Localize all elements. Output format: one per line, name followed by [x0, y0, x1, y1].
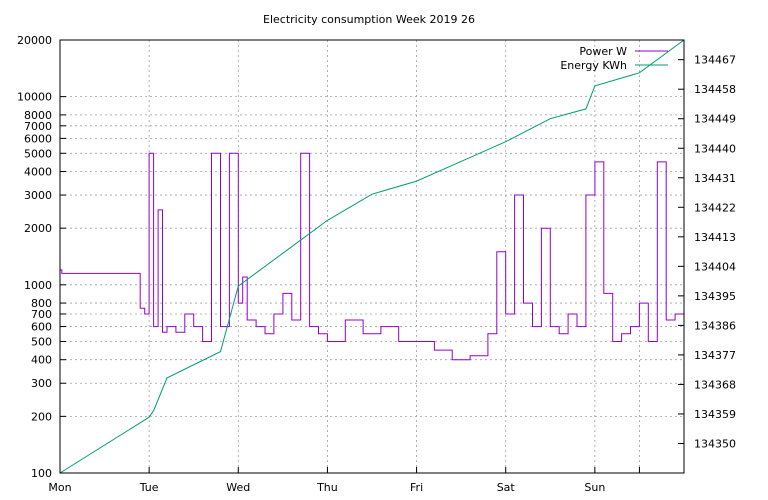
- left-tick-label: 500: [31, 335, 52, 348]
- left-tick-label: 4000: [24, 166, 52, 179]
- left-tick-label: 7000: [24, 120, 52, 133]
- left-tick-label: 5000: [24, 147, 52, 160]
- x-tick-label: Sun: [584, 481, 605, 494]
- right-tick-label: 134413: [694, 231, 736, 244]
- right-axis: 134350 134359 134368 134377 134386 134395 1344…: [678, 54, 736, 450]
- left-tick-label: 20000: [17, 34, 52, 47]
- right-tick-label: 134458: [694, 83, 736, 96]
- right-tick-label: 134350: [694, 437, 736, 450]
- left-tick-label: 600: [31, 321, 52, 334]
- right-tick-label: 134431: [694, 172, 736, 185]
- series-layer: [59, 39, 685, 474]
- right-tick-label: 134377: [694, 349, 736, 362]
- right-tick-label: 134467: [694, 54, 736, 67]
- left-tick-label: 100: [31, 467, 52, 480]
- x-tick-label: Sat: [497, 481, 516, 494]
- legend-label: Power W: [579, 45, 627, 58]
- left-tick-label: 1000: [24, 279, 52, 292]
- left-tick-label: 200: [31, 410, 52, 423]
- right-tick-label: 134368: [694, 378, 736, 391]
- left-tick-label: 10000: [17, 91, 52, 104]
- left-tick-label: 800: [31, 297, 52, 310]
- right-tick-label: 134395: [694, 290, 736, 303]
- plot-border: [59, 39, 685, 474]
- right-tick-label: 134386: [694, 319, 736, 332]
- right-tick-label: 134440: [694, 142, 736, 155]
- x-tick-label: Fri: [410, 481, 423, 494]
- x-axis: Mon Tue Wed Thu Fri Sat Sun: [48, 467, 640, 494]
- series-line-1: [59, 39, 685, 474]
- left-tick-label: 8000: [24, 109, 52, 122]
- chart-title: Electricity consumption Week 2019 26: [263, 13, 475, 26]
- right-tick-label: 134449: [694, 113, 736, 126]
- left-tick-label: 300: [31, 377, 52, 390]
- x-tick-label: Tue: [139, 481, 159, 494]
- left-tick-label: 400: [31, 354, 52, 367]
- x-tick-label: Wed: [226, 481, 250, 494]
- x-tick-label: Thu: [316, 481, 338, 494]
- right-tick-label: 134404: [694, 260, 736, 273]
- left-tick-label: 2000: [24, 222, 52, 235]
- left-tick-label: 3000: [24, 189, 52, 202]
- legend-label: Energy KWh: [560, 59, 627, 72]
- left-tick-label: 700: [31, 308, 52, 321]
- right-tick-label: 134359: [694, 408, 736, 421]
- x-tick-label: Mon: [48, 481, 71, 494]
- series-line-0: [60, 152, 685, 361]
- left-tick-label: 6000: [24, 132, 52, 145]
- right-tick-label: 134422: [694, 201, 736, 214]
